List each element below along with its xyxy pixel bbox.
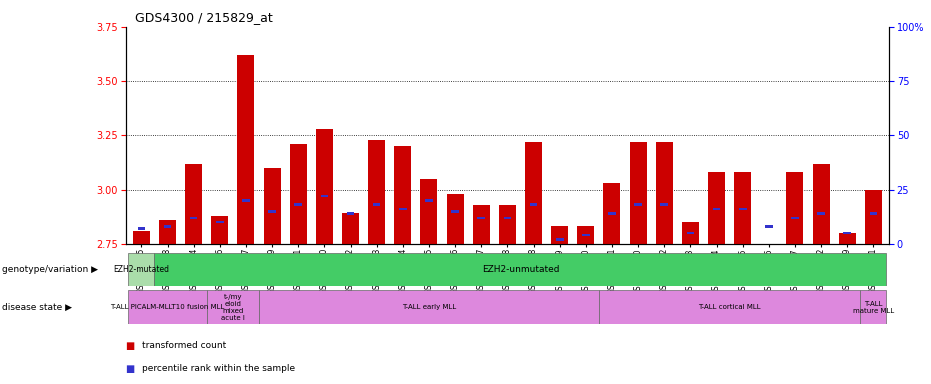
Bar <box>263 168 280 244</box>
Bar <box>342 214 359 244</box>
Bar <box>551 227 568 244</box>
Text: EZH2-unmutated: EZH2-unmutated <box>481 265 560 274</box>
Bar <box>787 172 803 244</box>
Bar <box>259 290 599 324</box>
Bar <box>603 183 620 244</box>
Bar <box>817 212 825 215</box>
Bar <box>138 227 145 230</box>
Bar <box>765 225 773 228</box>
Bar <box>499 205 516 244</box>
Bar <box>185 164 202 244</box>
Bar <box>368 140 385 244</box>
Bar <box>504 217 511 219</box>
Text: ■: ■ <box>126 364 138 374</box>
Bar <box>216 221 223 223</box>
Text: t-/my
eloid
mixed
acute l: t-/my eloid mixed acute l <box>221 294 245 321</box>
Text: T-ALL early MLL: T-ALL early MLL <box>402 304 456 310</box>
Bar <box>399 208 407 210</box>
Bar <box>237 55 254 244</box>
Bar <box>634 204 642 206</box>
Bar <box>207 290 259 324</box>
Text: T-ALL PICALM-MLLT10 fusion MLL: T-ALL PICALM-MLLT10 fusion MLL <box>111 304 224 310</box>
Bar <box>660 204 668 206</box>
Bar <box>242 199 250 202</box>
Bar <box>735 172 751 244</box>
Bar <box>421 179 438 244</box>
Text: percentile rank within the sample: percentile rank within the sample <box>142 364 295 373</box>
Text: T-ALL cortical MLL: T-ALL cortical MLL <box>698 304 761 310</box>
Text: transformed count: transformed count <box>142 341 226 350</box>
Bar <box>739 208 747 210</box>
Bar <box>268 210 276 213</box>
Bar <box>211 216 228 244</box>
Bar <box>525 142 542 244</box>
Bar <box>478 217 485 219</box>
Bar <box>839 233 856 244</box>
Bar <box>556 238 563 241</box>
Bar <box>159 220 176 244</box>
Bar <box>128 253 155 286</box>
Bar <box>164 225 171 228</box>
Bar <box>294 204 302 206</box>
Bar <box>629 142 647 244</box>
Text: genotype/variation ▶: genotype/variation ▶ <box>2 265 98 274</box>
Bar <box>865 190 882 244</box>
Bar <box>447 194 464 244</box>
Bar <box>655 142 673 244</box>
Bar <box>713 208 721 210</box>
Bar <box>128 290 207 324</box>
Bar <box>577 227 594 244</box>
Bar <box>316 129 333 244</box>
Bar <box>290 144 306 244</box>
Bar <box>452 210 459 213</box>
Bar <box>599 290 860 324</box>
Text: ■: ■ <box>126 341 138 351</box>
Bar <box>346 212 355 215</box>
Bar <box>870 212 877 215</box>
Bar <box>681 222 699 244</box>
Bar <box>860 290 886 324</box>
Bar <box>395 146 412 244</box>
Bar <box>608 212 615 215</box>
Bar <box>320 195 329 197</box>
Bar <box>582 234 589 237</box>
Bar <box>473 205 490 244</box>
Bar <box>791 217 799 219</box>
Text: EZH2-mutated: EZH2-mutated <box>114 265 169 274</box>
Text: T-ALL
mature MLL: T-ALL mature MLL <box>853 301 894 314</box>
Bar <box>190 217 197 219</box>
Text: disease state ▶: disease state ▶ <box>2 303 72 312</box>
Bar <box>686 232 695 234</box>
Bar <box>425 199 433 202</box>
Bar <box>372 204 381 206</box>
Bar <box>133 231 150 244</box>
Bar <box>843 232 851 234</box>
Bar <box>708 172 725 244</box>
Bar <box>813 164 830 244</box>
Bar <box>530 204 537 206</box>
Text: GDS4300 / 215829_at: GDS4300 / 215829_at <box>135 12 273 25</box>
